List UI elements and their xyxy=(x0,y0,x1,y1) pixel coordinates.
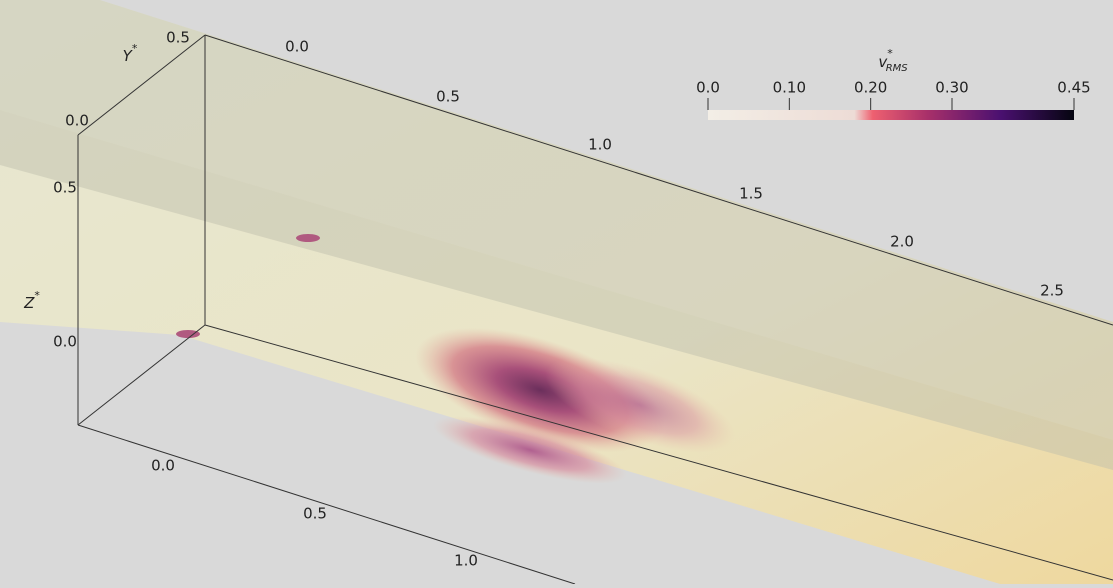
tick-label: 1.0 xyxy=(454,552,478,570)
tick-label: 0.5 xyxy=(303,505,327,523)
colorbar-tick-label: 0.30 xyxy=(935,79,968,97)
tick-label: 1.5 xyxy=(739,185,763,203)
tick-label: 2.5 xyxy=(1040,282,1064,300)
tick-label: 0.0 xyxy=(151,457,175,475)
axis-label: Y* xyxy=(123,42,138,65)
tick-label: 0.5 xyxy=(53,179,77,197)
tick-label: 0.0 xyxy=(65,112,89,130)
axis-symbol: Y xyxy=(123,47,134,65)
colorbar-gradient xyxy=(708,110,1074,120)
tick-label: 0.5 xyxy=(436,88,460,106)
tick-label: 1.0 xyxy=(588,136,612,154)
axis-superscript: * xyxy=(132,42,138,55)
colorbar: v* RMS 0.0 0.10 0.20 0.30 0.45 xyxy=(696,47,1091,120)
axis-superscript: * xyxy=(34,289,40,302)
axis-labels: 0.0 0.5 1.0 1.5 2.0 2.5 0.0 0.5 1.0 0.5 0.0 0.5 0.0 Y… xyxy=(23,29,1064,570)
tick-label: 2.0 xyxy=(890,233,914,251)
colorbar-tick-label: 0.10 xyxy=(773,79,806,97)
axis-label: Z* xyxy=(23,289,40,312)
tick-label: 0.0 xyxy=(285,38,309,56)
colorbar-tick-label: 0.45 xyxy=(1057,79,1090,97)
tick-label: 0.0 xyxy=(53,333,77,351)
colorbar-tick-label: 0.20 xyxy=(854,79,887,97)
colorbar-title: v* RMS xyxy=(878,47,908,74)
colorbar-tick-label: 0.0 xyxy=(696,79,720,97)
axis-symbol: Z xyxy=(23,294,35,312)
tick-label: 0.5 xyxy=(166,29,190,47)
bounding-box xyxy=(77,34,1113,585)
